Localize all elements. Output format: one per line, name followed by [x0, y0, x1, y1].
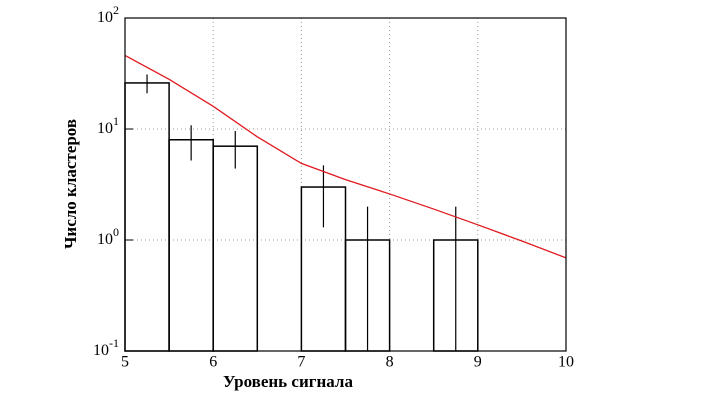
y-tick-base: 10: [97, 120, 113, 137]
y-tick-base: 10: [97, 9, 113, 26]
x-tick-label: 9: [474, 354, 482, 371]
y-tick-base: 10: [93, 342, 109, 359]
fit-curve: [124, 54, 567, 259]
y-tick-exponent: 2: [113, 3, 119, 17]
x-axis-title: Уровень сигнала: [223, 372, 353, 391]
y-tick-exponent: 0: [113, 225, 119, 239]
x-tick-label: 10: [558, 354, 574, 371]
y-tick-base: 10: [97, 231, 113, 248]
x-tick-label: 8: [386, 354, 394, 371]
y-tick-exponent: 1: [113, 114, 119, 128]
y-tick-exponent: -1: [109, 336, 119, 350]
x-tick-label: 7: [297, 354, 305, 371]
y-tick-label: 101: [97, 114, 119, 137]
y-tick-label: 10-1: [93, 336, 119, 359]
y-tick-label: 102: [97, 3, 119, 26]
y-tick-label: 100: [97, 225, 119, 248]
x-tick-label: 5: [121, 354, 129, 371]
x-tick-label: 6: [209, 354, 217, 371]
plot-frame: [124, 17, 567, 352]
y-axis-title: Число кластеров: [61, 119, 80, 249]
